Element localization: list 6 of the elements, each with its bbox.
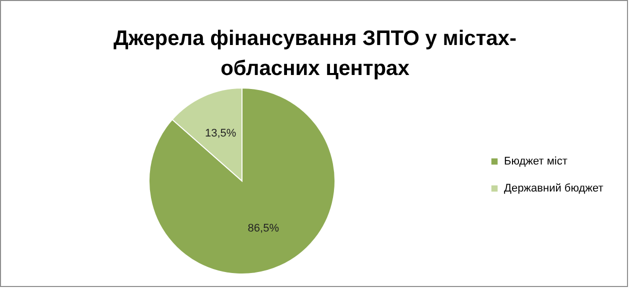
legend-label: Бюджет міст — [504, 156, 568, 168]
chart-title: Джерела фінансування ЗПТО у містах-обласних центрах — [114, 27, 516, 80]
data-label: 13,5% — [205, 128, 236, 140]
data-label: 86,5% — [248, 222, 280, 234]
pie-slice — [148, 88, 336, 274]
legend-label: Державний бюджет — [504, 182, 604, 194]
